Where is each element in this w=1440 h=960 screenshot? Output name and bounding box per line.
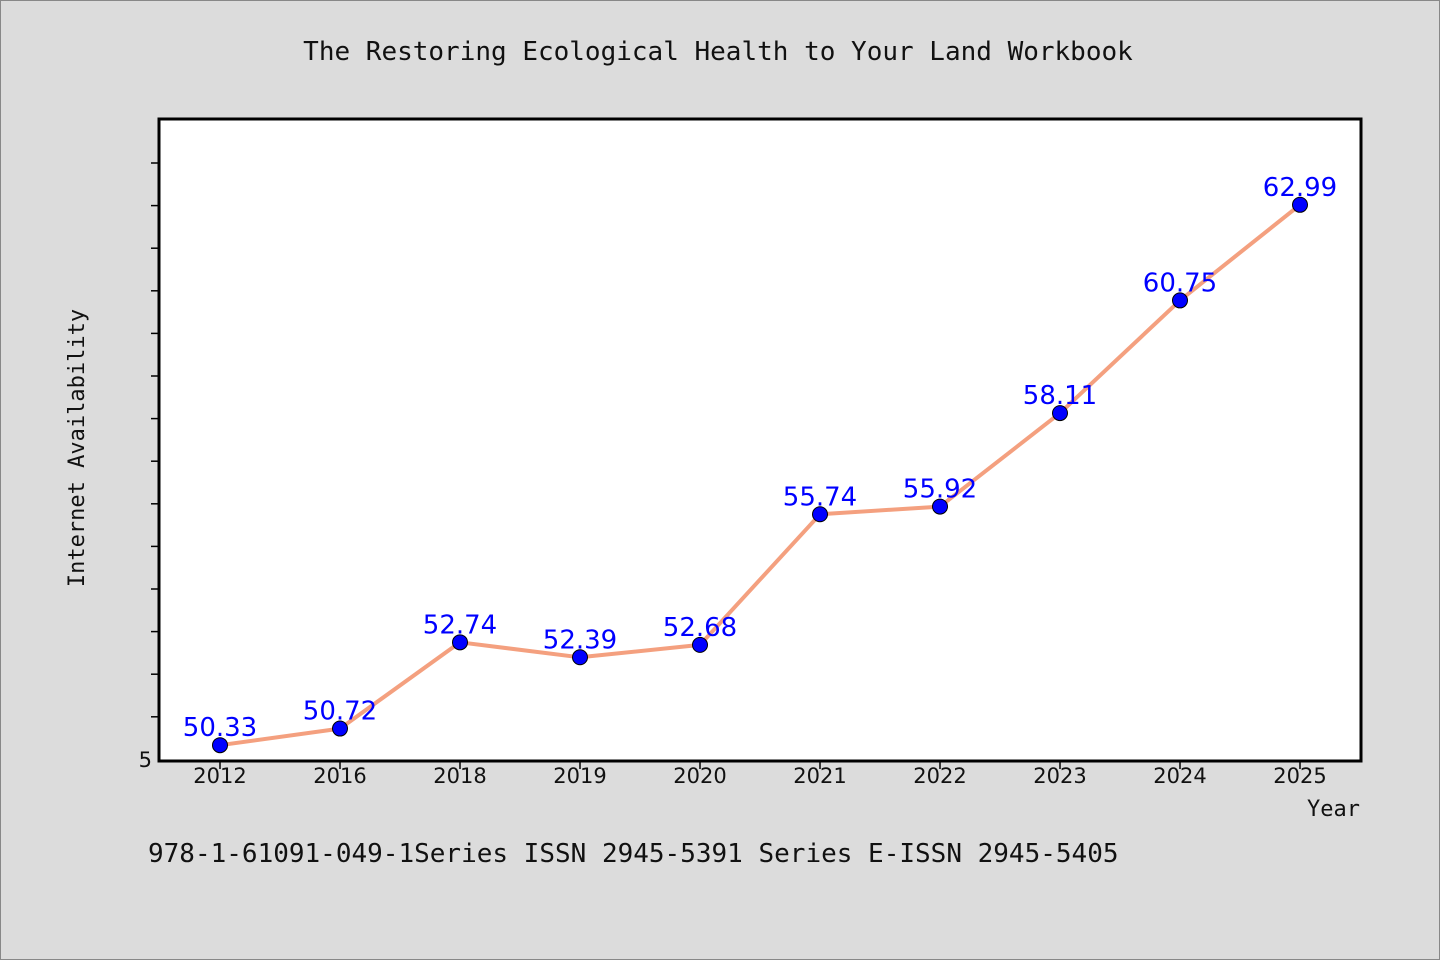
data-label: 50.72 [303, 697, 377, 727]
data-label: 55.74 [783, 482, 857, 512]
data-label: 52.74 [423, 610, 497, 640]
data-label: 55.92 [903, 475, 977, 505]
data-label: 62.99 [1263, 173, 1337, 203]
chart-title: The Restoring Ecological Health to Your … [303, 37, 1133, 67]
x-tick-label: 2018 [433, 764, 486, 788]
data-point [812, 506, 828, 523]
data-point [1172, 292, 1188, 309]
series-line [218, 202, 1302, 748]
data-label: 58.11 [1023, 381, 1097, 411]
x-tick-label: 2019 [553, 764, 606, 788]
data-labels: 50.33 50.72 52.74 52.39 52.68 55.74 55.92 58.11… [183, 173, 1337, 743]
data-point [572, 649, 588, 666]
x-tick-label: 2025 [1273, 764, 1326, 788]
data-point [692, 636, 708, 653]
x-axis-ticks [219, 761, 1301, 769]
data-label: 52.68 [663, 613, 737, 643]
x-tick-label: 2012 [193, 764, 246, 788]
x-tick-label: 2016 [313, 764, 366, 788]
series-markers [212, 196, 1308, 754]
series-group: 50.33 50.72 52.74 52.39 52.68 55.74 55.92 58.11… [183, 173, 1337, 754]
x-tick-label: 2023 [1033, 764, 1086, 788]
x-tick-label: 2024 [1153, 764, 1206, 788]
plot-area [157, 117, 1363, 763]
data-point [452, 634, 468, 651]
data-point [1052, 405, 1068, 422]
data-point [932, 498, 948, 515]
y-axis-title: Internet Availability [65, 309, 90, 587]
data-point [1292, 196, 1308, 213]
x-tick-label: 2022 [913, 764, 966, 788]
y-axis-tick-labels: 5 [139, 748, 152, 772]
data-point [212, 737, 228, 754]
footer-isbn-issn: 978-1-61091-049-1Series ISSN 2945-5391 S… [148, 839, 1119, 869]
data-label: 50.33 [183, 713, 257, 743]
x-axis-tick-labels: 2012 2016 2018 2019 2020 2021 2022 2023 2024 2025 [193, 764, 1326, 788]
data-label: 60.75 [1143, 268, 1217, 298]
data-label: 52.39 [543, 625, 617, 655]
y-axis-ticks [151, 162, 159, 718]
x-axis-title: Year [1307, 797, 1360, 822]
x-tick-label: 2020 [673, 764, 726, 788]
data-point [332, 720, 348, 737]
x-tick-label: 2021 [793, 764, 846, 788]
y-tick-label: 5 [139, 748, 152, 772]
